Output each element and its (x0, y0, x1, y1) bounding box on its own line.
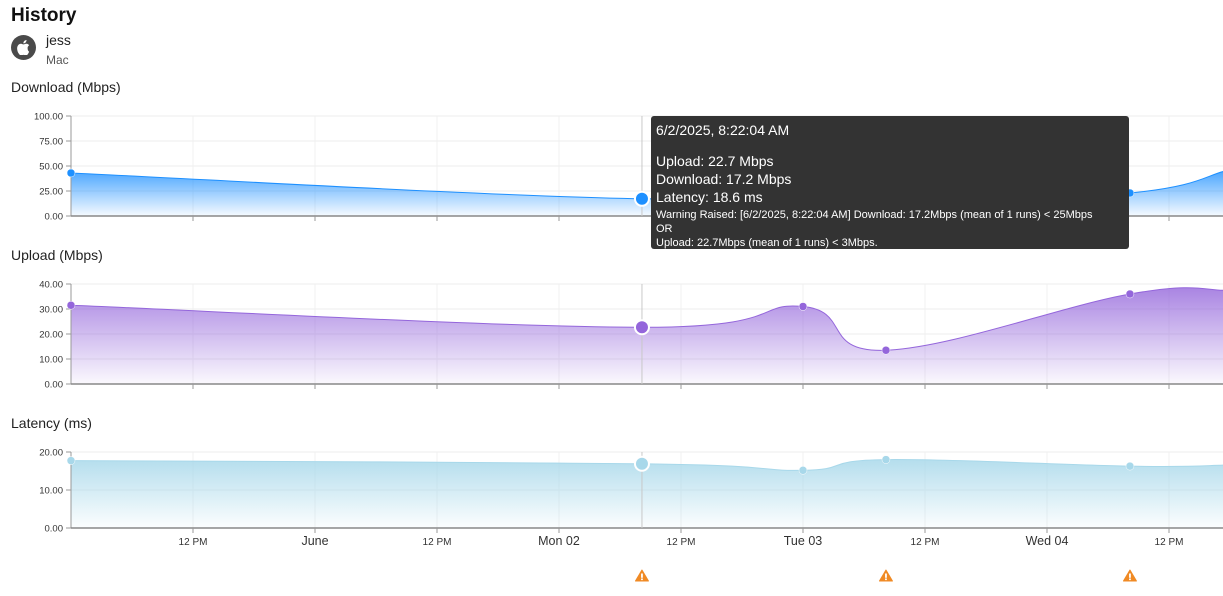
x-tick-label: Mon 02 (538, 534, 580, 548)
warning-dot (641, 578, 643, 581)
upload-y-tick-label: 20.00 (39, 330, 63, 341)
x-tick-label: Tue 03 (784, 534, 823, 548)
tooltip-latency: Latency: 18.6 ms (656, 189, 763, 205)
upload-y-tick-label: 40.00 (39, 280, 63, 291)
latency-area (71, 459, 1223, 528)
device-user-name: jess (46, 32, 71, 48)
warning-icon (878, 569, 893, 582)
tooltip-warning-line: Warning Raised: [6/2/2025, 8:22:04 AM] D… (656, 209, 1093, 221)
tooltip-download: Download: 17.2 Mbps (656, 171, 792, 187)
warning-bar (1129, 573, 1131, 578)
device-os: Mac (46, 53, 69, 67)
avatar (11, 35, 36, 60)
warning-icon (634, 569, 649, 582)
upload-point (1125, 289, 1135, 299)
download-y-tick-label: 25.00 (39, 187, 63, 198)
warning-dot (885, 578, 887, 581)
x-tick-label: 12 PM (1155, 537, 1184, 548)
page-title: History (11, 5, 77, 26)
upload-point (66, 301, 76, 310)
latency-point (1125, 461, 1135, 471)
tooltip-date: 6/2/2025, 8:22:04 AM (656, 122, 790, 138)
upload-point (881, 346, 891, 355)
x-tick-label: 12 PM (423, 537, 452, 548)
latency-y-tick-label: 0.00 (45, 524, 64, 535)
x-tick-label: 12 PM (179, 537, 208, 548)
download-point (66, 168, 76, 178)
x-tick-label: Wed 04 (1026, 534, 1069, 548)
latency-point (66, 456, 76, 465)
latency-point-highlight (633, 455, 650, 472)
upload-y-tick-label: 0.00 (45, 380, 64, 391)
upload-point-highlight (633, 319, 650, 336)
latency-point (881, 455, 891, 464)
download-y-tick-label: 100.00 (34, 112, 63, 123)
chart-tooltip: 6/2/2025, 8:22:04 AM Upload: 22.7 Mbps D… (651, 116, 1129, 249)
warning-bar (641, 573, 643, 578)
x-tick-label: 12 PM (667, 537, 696, 548)
download-y-tick-label: 50.00 (39, 162, 63, 173)
warning-dot (1129, 578, 1131, 581)
upload-area (71, 287, 1223, 384)
download-y-tick-label: 0.00 (45, 212, 64, 223)
tooltip-warning-or: OR (656, 223, 673, 235)
warning-bar (885, 573, 887, 578)
download-chart-title: Download (Mbps) (11, 79, 121, 95)
upload-chart-title: Upload (Mbps) (11, 247, 103, 263)
download-y-tick-label: 75.00 (39, 137, 63, 148)
latency-point (798, 466, 808, 475)
upload-y-tick-label: 10.00 (39, 355, 63, 366)
warning-icon (1122, 569, 1137, 582)
latency-y-tick-label: 20.00 (39, 448, 63, 459)
upload-y-tick-label: 30.00 (39, 305, 63, 316)
latency-y-tick-label: 10.00 (39, 486, 63, 497)
x-tick-label: June (301, 534, 328, 548)
apple-icon (17, 40, 30, 55)
latency-chart-title: Latency (ms) (11, 415, 92, 431)
tooltip-upload: Upload: 22.7 Mbps (656, 153, 774, 169)
x-tick-label: 12 PM (911, 537, 940, 548)
tooltip-warning-upload: Upload: 22.7Mbps (mean of 1 runs) < 3Mbp… (656, 237, 878, 249)
upload-point (798, 302, 808, 311)
download-point-highlight (633, 190, 650, 207)
